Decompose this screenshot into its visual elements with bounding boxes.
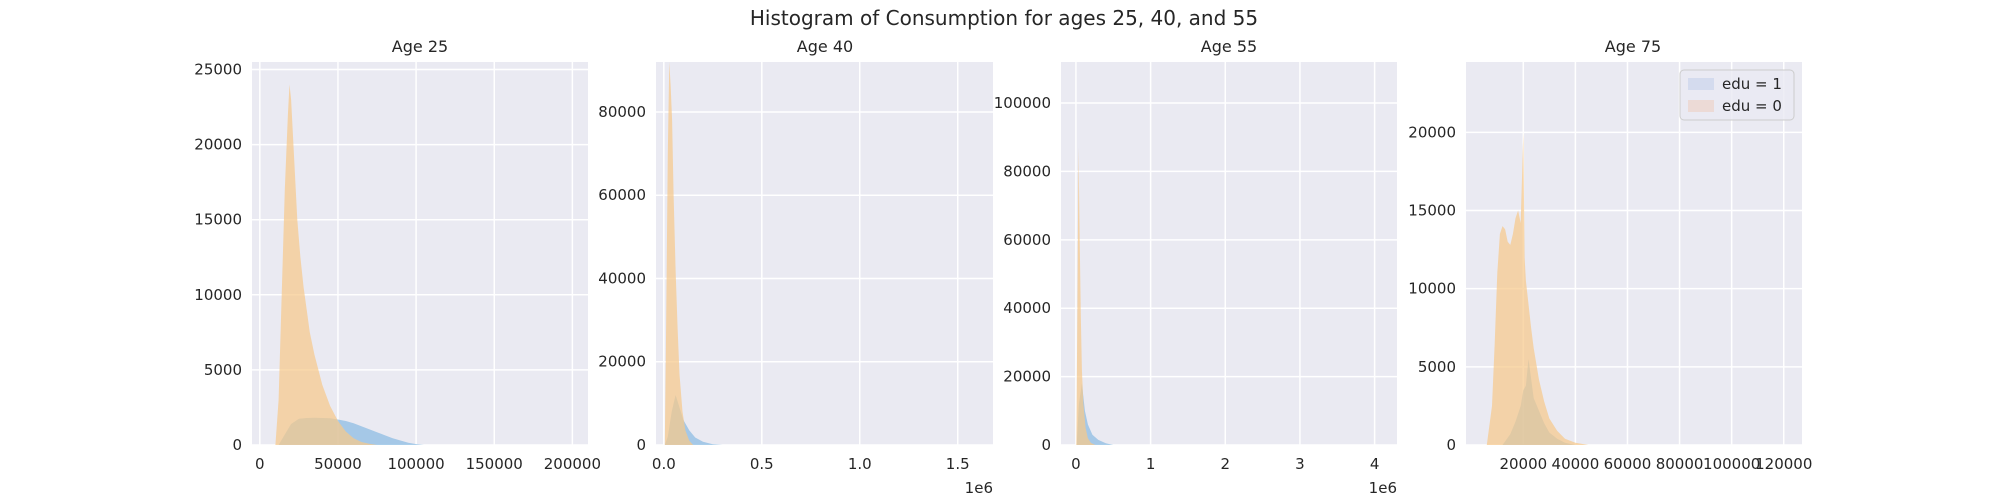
x-tick-label: 3 (1295, 455, 1305, 473)
series-edu-0-area (1076, 147, 1096, 445)
y-tick-label: 0 (1446, 436, 1456, 454)
panel-title: Age 25 (392, 37, 448, 56)
x-offset-label: 1e6 (965, 479, 993, 497)
y-tick-label: 20000 (1003, 368, 1051, 386)
plot-area (656, 62, 993, 445)
y-tick-label: 15000 (1408, 202, 1456, 220)
series-edu-0-area (664, 62, 694, 445)
y-tick-label: 15000 (194, 211, 242, 229)
legend-label: edu = 1 (1722, 75, 1782, 93)
x-tick-label: 4 (1370, 455, 1380, 473)
series-edu-0-area (275, 84, 377, 445)
y-tick-label: 40000 (1003, 299, 1051, 317)
y-tick-label: 60000 (598, 186, 646, 204)
figure-title: Histogram of Consumption for ages 25, 40… (750, 6, 1258, 30)
panel-age-55: Age 55 0 1 2 3 4 0 20000 40000 60000 80000 100000 1… (994, 37, 1397, 497)
panel-title: Age 40 (797, 37, 853, 56)
x-tick-label: 60000 (1604, 455, 1652, 473)
x-tick-label: 0.0 (652, 455, 676, 473)
series-edu-0-area (1486, 132, 1589, 446)
x-tick-label: 150000 (466, 455, 523, 473)
x-tick-label: 20000 (1499, 455, 1547, 473)
y-tick-label: 20000 (598, 353, 646, 371)
x-tick-label: 2 (1220, 455, 1230, 473)
panel-title: Age 75 (1605, 37, 1661, 56)
y-tick-label: 5000 (1418, 358, 1456, 376)
x-tick-label: 100000 (387, 455, 444, 473)
x-offset-label: 1e6 (1369, 479, 1397, 497)
y-tick-label: 60000 (1003, 231, 1051, 249)
y-tick-label: 25000 (194, 61, 242, 79)
panel-age-40: Age 40 0.0 0.5 1.0 1.5 0 20000 40000 60000 80000… (598, 37, 993, 497)
x-tick-label: 50000 (314, 455, 362, 473)
y-tick-label: 10000 (1408, 280, 1456, 298)
y-tick-label: 0 (232, 436, 242, 454)
y-tick-label: 40000 (598, 269, 646, 287)
y-tick-label: 0 (1041, 436, 1051, 454)
x-tick-label: 0 (255, 455, 265, 473)
panel-title: Age 55 (1201, 37, 1257, 56)
y-tick-label: 0 (636, 436, 646, 454)
x-tick-label: 0 (1071, 455, 1081, 473)
y-tick-label: 100000 (994, 94, 1051, 112)
x-tick-label: 1.0 (848, 455, 872, 473)
y-tick-label: 5000 (204, 361, 242, 379)
plot-area (1061, 62, 1397, 445)
x-tick-label: 1 (1146, 455, 1156, 473)
x-tick-label: 200000 (544, 455, 601, 473)
legend-label: edu = 0 (1722, 97, 1782, 115)
y-tick-label: 10000 (194, 286, 242, 304)
x-tick-label: 1.5 (946, 455, 970, 473)
y-tick-label: 80000 (598, 103, 646, 121)
y-tick-label: 20000 (1408, 123, 1456, 141)
x-tick-label: 0.5 (750, 455, 774, 473)
x-tick-label: 120000 (1755, 455, 1812, 473)
x-tick-label: 40000 (1552, 455, 1600, 473)
legend-swatch (1688, 78, 1714, 90)
y-tick-label: 20000 (194, 136, 242, 154)
legend-swatch (1688, 100, 1714, 112)
y-tick-label: 80000 (1003, 162, 1051, 180)
x-tick-label: 80000 (1656, 455, 1704, 473)
x-tick-label: 100000 (1703, 455, 1760, 473)
panel-age-25: Age 25 0 50000 100000 150000 200000 0 5000 1000… (194, 37, 601, 473)
legend: edu = 1 edu = 0 (1679, 69, 1795, 121)
